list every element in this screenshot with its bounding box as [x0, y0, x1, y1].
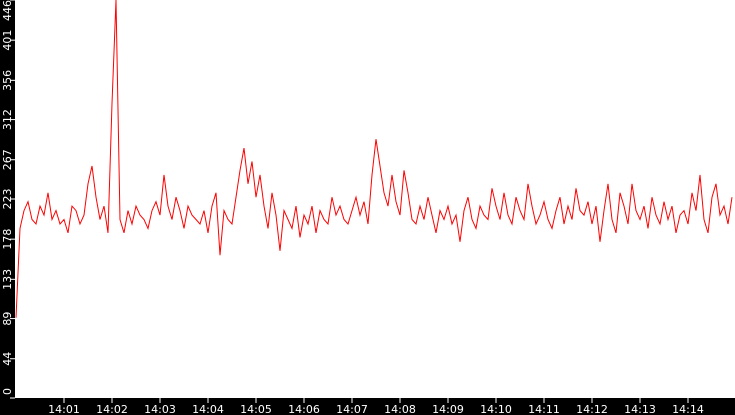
y-tick-label: 356 [1, 70, 14, 91]
y-tick-label: 178 [1, 229, 14, 250]
x-tick-label: 14:08 [384, 403, 416, 415]
x-tick-label: 14:01 [48, 403, 80, 415]
x-tick-label: 14:07 [336, 403, 368, 415]
x-tick-label: 14:03 [144, 403, 176, 415]
x-tick-label: 14:11 [528, 403, 560, 415]
y-tick-label: 44 [1, 352, 14, 366]
y-tick-label: 133 [1, 269, 14, 290]
series-line [15, 0, 733, 318]
series [15, 0, 733, 318]
x-tick-label: 14:04 [192, 403, 224, 415]
x-tick-label: 14:09 [432, 403, 464, 415]
x-tick-label: 14:12 [576, 403, 608, 415]
x-axis: 14:01 14:02 14:03 14:04 14:05 14:06 14:07 14:08… [48, 398, 704, 415]
x-tick-label: 14:05 [240, 403, 272, 415]
y-tick-label: 0 [1, 388, 14, 395]
x-tick-label: 14:06 [288, 403, 320, 415]
y-tick-label: 267 [1, 149, 14, 170]
plot-area [15, 0, 735, 398]
y-axis: 0 44 89 133 178 223 267 312 356 401 446 [1, 0, 15, 399]
y-tick-label: 446 [1, 0, 14, 21]
y-tick-label: 401 [1, 30, 14, 51]
x-tick-label: 14:13 [624, 403, 656, 415]
x-tick-label: 14:14 [672, 403, 704, 415]
x-tick-label: 14:10 [480, 403, 512, 415]
y-tick-label: 312 [1, 109, 14, 130]
y-tick-label: 89 [1, 312, 14, 326]
x-tick-label: 14:02 [96, 403, 128, 415]
y-tick-label: 223 [1, 189, 14, 210]
